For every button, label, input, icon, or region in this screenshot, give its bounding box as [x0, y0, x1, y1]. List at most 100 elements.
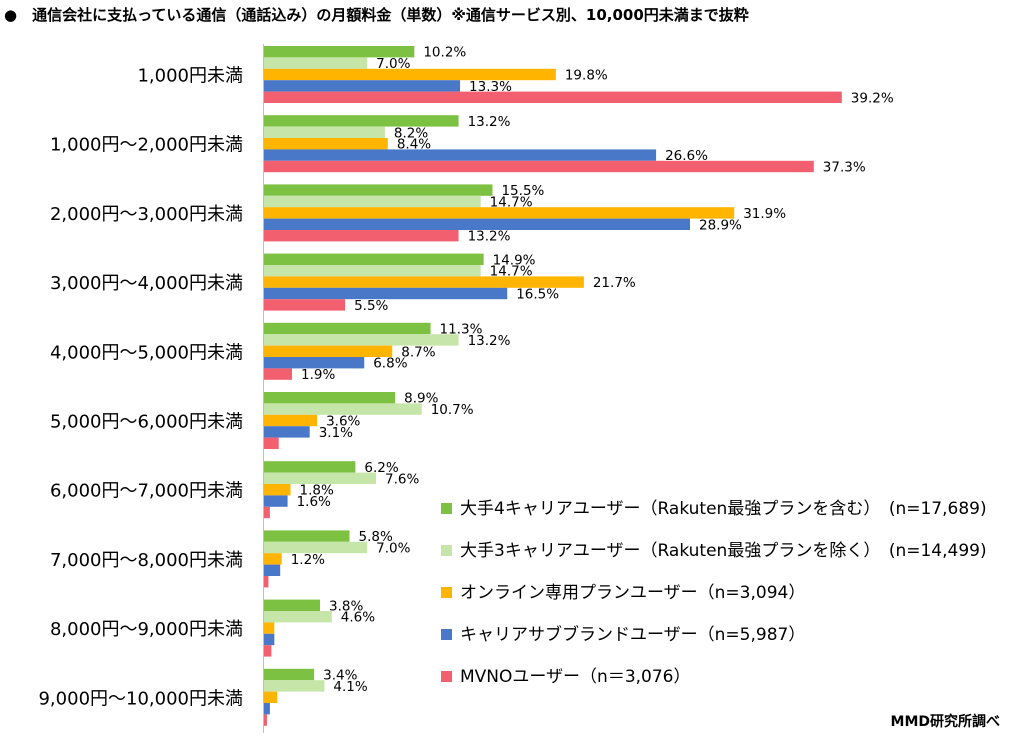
- legend-swatch: [441, 587, 452, 598]
- bar: [264, 714, 267, 726]
- chart-title: ● 通信会社に支払っている通信（通話込み）の月額料金（単数）※通信サービス別、1…: [4, 6, 749, 24]
- bar: [264, 68, 556, 81]
- data-label: 8.9%: [404, 391, 438, 407]
- bars-layer: 10.2% 7.0% 19.8% 13.3% 39.2% 13.2% 8.2%8.4% 26.…: [264, 45, 894, 726]
- bar: [264, 195, 481, 208]
- data-label: 31.9%: [743, 206, 786, 222]
- category-label: 6,000円～7,000円未満: [50, 481, 243, 502]
- bar: [264, 57, 368, 69]
- bar: [264, 703, 270, 715]
- bar: [264, 680, 325, 692]
- data-label: 10.7%: [431, 402, 474, 418]
- legend-label: オンライン専用プランユーザー（n=3,094）: [460, 583, 805, 603]
- bar: [264, 253, 484, 265]
- data-label: 11.3%: [440, 322, 483, 338]
- bar: [264, 46, 415, 58]
- bar: [264, 668, 315, 681]
- bar: [264, 287, 508, 300]
- category-label: 9,000円～10,000円未満: [38, 688, 243, 709]
- data-label: 4.1%: [333, 679, 367, 695]
- bar: [264, 576, 269, 588]
- data-label: 10.2%: [423, 45, 466, 61]
- bar: [264, 368, 293, 380]
- bar: [264, 126, 385, 138]
- category-label: 7,000円～8,000円未満: [50, 550, 243, 571]
- bar: [264, 484, 291, 496]
- data-label: 1.2%: [291, 552, 325, 568]
- data-label: 1.9%: [301, 367, 335, 383]
- data-label: 1.6%: [297, 494, 331, 510]
- bar: [264, 138, 388, 150]
- bar: [264, 149, 657, 161]
- data-label: 16.5%: [516, 287, 559, 303]
- source-credit: MMD研究所調べ: [891, 713, 1000, 730]
- data-label: 1.8%: [300, 483, 334, 499]
- bar: [264, 357, 365, 369]
- bar: [264, 322, 431, 335]
- bar: [264, 230, 459, 242]
- bar: [264, 506, 270, 519]
- bar: [264, 80, 461, 92]
- category-label: 8,000円～9,000円未満: [50, 619, 243, 640]
- bar: [264, 218, 690, 230]
- data-label: 7.0%: [376, 56, 410, 72]
- bar: [264, 541, 368, 554]
- legend-label: MVNOユーザー（n＝3,076）: [460, 667, 691, 687]
- data-label: 37.3%: [823, 160, 866, 176]
- data-label: 28.9%: [699, 217, 742, 233]
- data-label: 3.1%: [319, 425, 353, 441]
- data-label: 5.8%: [358, 529, 392, 545]
- bar: [264, 437, 279, 449]
- bar: [264, 334, 459, 346]
- bar: [264, 184, 493, 196]
- legend-label: 大手4キャリアユーザー（Rakuten最強プランを含む） (n=17,689): [460, 499, 987, 519]
- bar: [264, 392, 396, 404]
- data-label: 14.7%: [490, 195, 533, 211]
- data-label: 6.2%: [364, 460, 398, 476]
- data-label: 8.4%: [397, 137, 431, 153]
- data-label: 3.6%: [326, 414, 360, 430]
- category-label: 5,000円～6,000円未満: [50, 412, 243, 433]
- data-label: 13.3%: [469, 79, 512, 95]
- legend-label: キャリアサブブランドユーザー（n=5,987）: [460, 624, 805, 645]
- bar: [264, 426, 310, 438]
- data-label: 14.7%: [490, 264, 533, 280]
- data-label: 21.7%: [593, 275, 636, 291]
- bar: [264, 265, 481, 277]
- category-label: 3,000円～4,000円未満: [50, 273, 243, 294]
- bar: [264, 472, 377, 484]
- data-label: 15.5%: [501, 183, 544, 199]
- data-label: 4.6%: [341, 610, 375, 626]
- data-label: 19.8%: [565, 68, 608, 84]
- legend-swatch: [441, 671, 452, 682]
- bar: [264, 115, 459, 127]
- bar: [264, 622, 275, 634]
- bar: [264, 564, 281, 576]
- data-label: 13.2%: [468, 114, 511, 130]
- bar: [264, 414, 318, 427]
- data-label: 5.5%: [354, 298, 388, 314]
- bar: [264, 276, 584, 288]
- bar: [264, 345, 393, 357]
- legend-swatch: [441, 545, 452, 556]
- data-label: 7.6%: [385, 471, 419, 487]
- data-label: 3.4%: [323, 668, 357, 684]
- bar: [264, 207, 735, 219]
- legend-label: 大手3キャリアユーザー（Rakuten最強プランを除く） (n=14,499): [460, 541, 987, 561]
- bar: [264, 691, 278, 703]
- category-labels: 1,000円未満 1,000円～2,000円未満 2,000円～3,000円未満 3,…: [38, 66, 243, 710]
- data-label: 8.7%: [401, 344, 435, 360]
- bar: [264, 553, 282, 565]
- bar: [264, 160, 814, 173]
- category-label: 1,000円未満: [137, 66, 243, 87]
- data-label: 13.2%: [468, 333, 511, 349]
- data-label: 7.0%: [376, 541, 410, 557]
- bar: [264, 461, 356, 473]
- bar: [264, 530, 350, 542]
- data-label: 13.2%: [468, 229, 511, 245]
- bar: [264, 299, 346, 311]
- category-label: 4,000円～5,000円未満: [50, 342, 243, 363]
- data-label: 3.8%: [329, 598, 363, 614]
- bar: [264, 611, 332, 623]
